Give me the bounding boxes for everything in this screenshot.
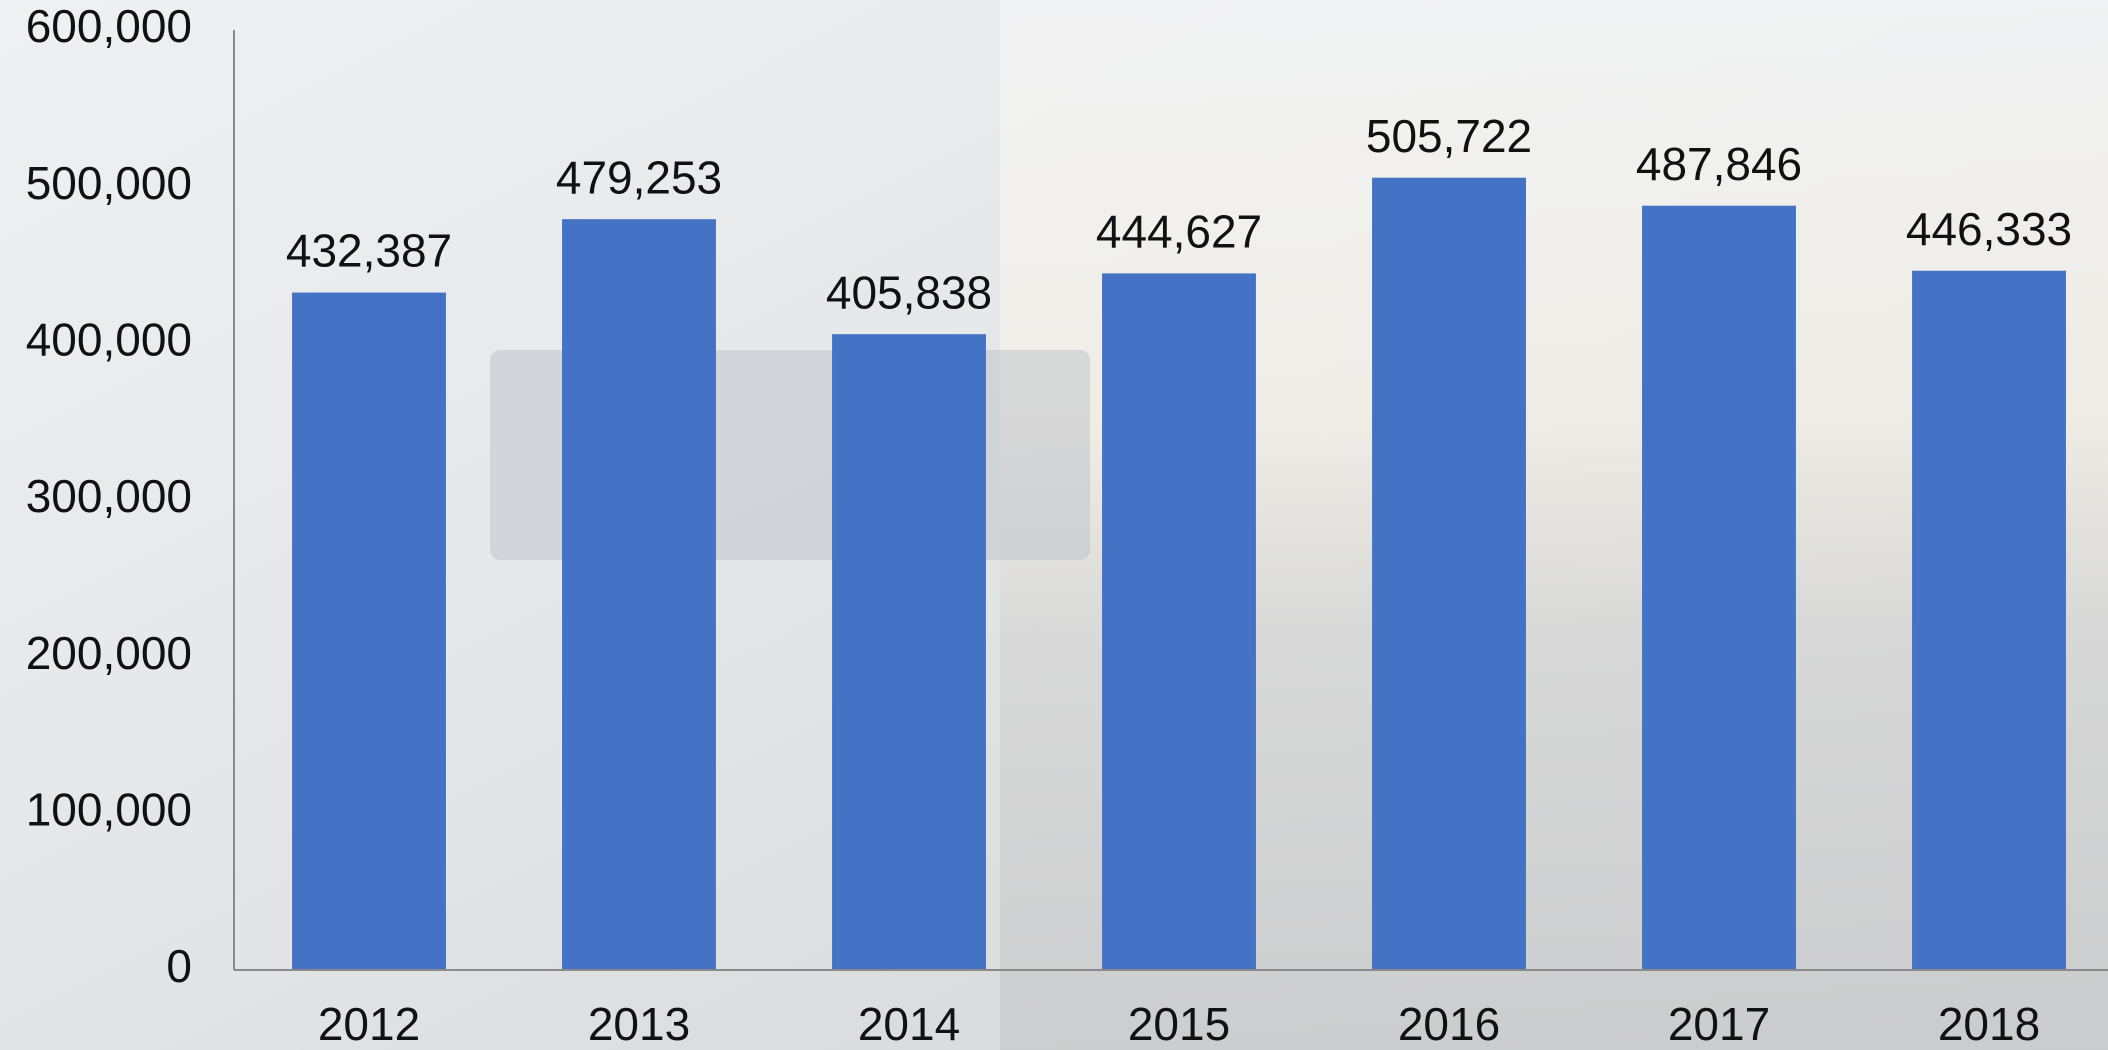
x-tick-label: 2013 <box>588 998 690 1050</box>
bar <box>562 219 716 971</box>
y-tick-label: 500,000 <box>26 157 192 209</box>
x-tick-label: 2018 <box>1938 998 2040 1050</box>
data-label: 487,846 <box>1636 138 1802 190</box>
y-tick-label: 600,000 <box>26 0 192 52</box>
y-tick-label: 300,000 <box>26 470 192 522</box>
x-tick-label: 2017 <box>1668 998 1770 1050</box>
y-tick-label: 100,000 <box>26 783 192 835</box>
data-label: 405,838 <box>826 266 992 318</box>
x-tick-label: 2016 <box>1398 998 1500 1050</box>
y-tick-label: 0 <box>166 940 192 992</box>
x-tick-label: 2014 <box>858 998 960 1050</box>
y-tick-label: 200,000 <box>26 627 192 679</box>
bar <box>292 292 446 970</box>
data-label: 505,722 <box>1366 110 1532 162</box>
y-tick-label: 400,000 <box>26 313 192 365</box>
data-label: 479,253 <box>556 151 722 203</box>
x-tick-label: 2012 <box>318 998 420 1050</box>
bar <box>1912 270 2066 970</box>
bar <box>1372 177 1526 970</box>
bar <box>1642 205 1796 970</box>
x-tick-label: 2015 <box>1128 998 1230 1050</box>
data-label: 444,627 <box>1096 206 1262 258</box>
data-label: 432,387 <box>286 225 452 277</box>
bar <box>1102 273 1256 970</box>
data-label: 446,333 <box>1906 203 2072 255</box>
bar <box>832 334 986 970</box>
